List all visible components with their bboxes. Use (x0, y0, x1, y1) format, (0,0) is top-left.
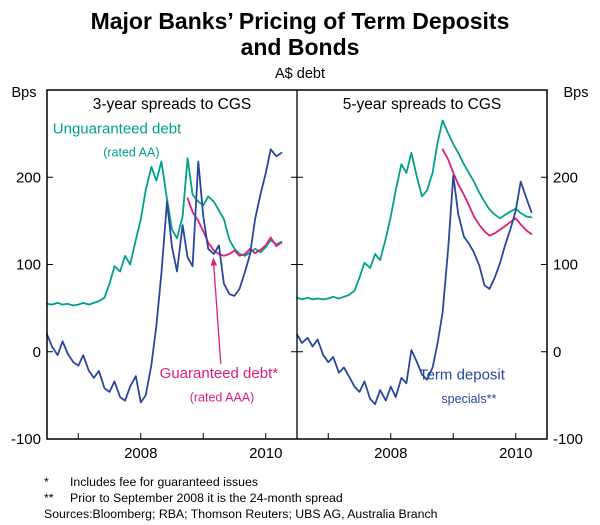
chart-title-line2: and Bonds (240, 34, 360, 61)
x-tick-label: 2008 (124, 445, 157, 462)
footnote-2: ** Prior to September 2008 it is the 24-… (44, 490, 600, 506)
y-unit-right: Bps (564, 85, 589, 101)
series-guaranteed-debt-5y (441, 148, 533, 237)
y-tick-label: -100 (11, 431, 41, 448)
chart-subtitle: A$ debt (275, 65, 325, 82)
footnote-2-marker: ** (44, 491, 54, 506)
footnote-1: * Includes fee for guaranteed issues (44, 474, 600, 490)
y-unit-left: Bps (12, 85, 37, 101)
annotation: (rated AAA) (190, 390, 255, 404)
series-term-deposit-specials-3y (46, 148, 283, 404)
x-tick-label: 2008 (374, 445, 407, 462)
series-term-deposit-specials-5y (296, 174, 533, 405)
y-tick-label: -100 (553, 431, 583, 448)
annotation-arrow (213, 263, 222, 364)
y-tick-label: 100 (16, 256, 41, 273)
x-tick-label: 2010 (499, 445, 532, 462)
panel-title: 5-year spreads to CGS (343, 96, 502, 113)
series-unguaranteed-debt-5y (296, 119, 533, 301)
annotation: Unguaranteed debt (53, 121, 182, 138)
dual-panel-line-chart: 3-year spreads to CGS Bps -100 0 100 200 2008 2… (11, 85, 589, 462)
chart-title-line1: Major Banks’ Pricing of Term Deposits (90, 8, 510, 34)
annotation-arrowhead (210, 257, 217, 266)
panel-title: 3-year spreads to CGS (93, 96, 252, 113)
y-tick-label: 0 (553, 344, 561, 361)
x-tick-label: 2010 (249, 445, 282, 462)
y-tick-label: 200 (16, 169, 41, 186)
annotation: Guaranteed debt* (160, 365, 279, 382)
sources-line: Sources:Bloomberg; RBA; Thomson Reuters;… (44, 507, 438, 522)
annotation: Term deposit (419, 367, 506, 384)
chart-title: Major Banks’ Pricing of Term Deposits an… (0, 8, 600, 61)
annotation: (rated AA) (103, 145, 159, 159)
footnote-1-marker: * (44, 474, 49, 489)
footnotes: * Includes fee for guaranteed issues ** … (0, 474, 600, 523)
y-tick-label: 0 (33, 344, 41, 361)
annotation: specials** (441, 392, 496, 406)
series-guaranteed-debt-3y (186, 197, 283, 257)
y-tick-label: 100 (553, 256, 578, 273)
y-tick-label: 200 (553, 169, 578, 186)
footnote-1-text: Includes fee for guaranteed issues (70, 474, 258, 489)
footnote-2-text: Prior to September 2008 it is the 24-mon… (70, 491, 343, 506)
